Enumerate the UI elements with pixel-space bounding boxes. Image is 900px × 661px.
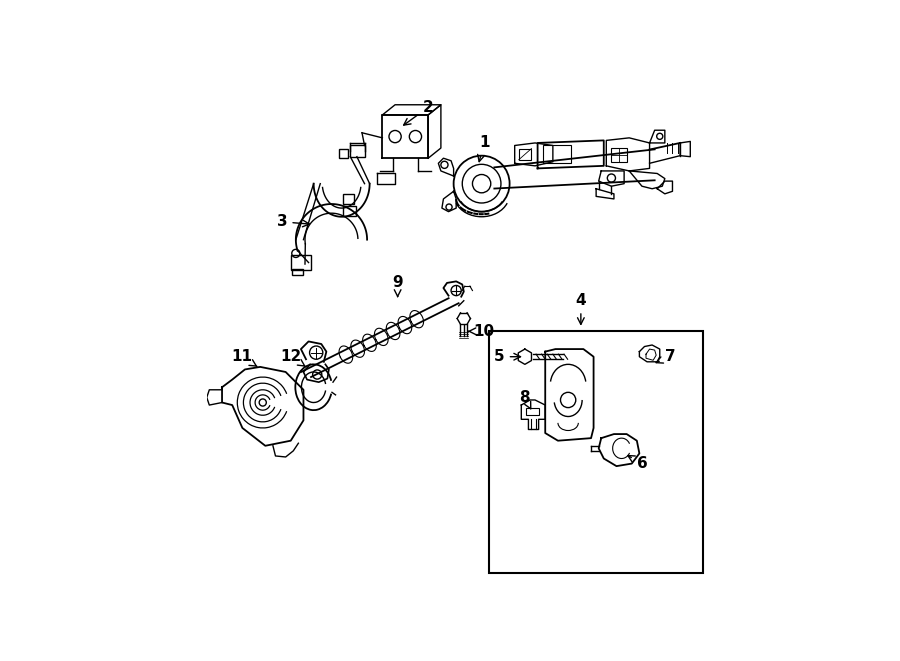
Text: 6: 6 bbox=[628, 455, 647, 471]
Text: 7: 7 bbox=[656, 349, 675, 364]
Text: 2: 2 bbox=[404, 100, 434, 125]
Bar bbox=[339, 149, 348, 158]
Bar bbox=[526, 408, 539, 415]
Text: 1: 1 bbox=[478, 136, 490, 162]
Bar bbox=[291, 255, 311, 270]
Text: 5: 5 bbox=[494, 349, 520, 364]
Bar bbox=[611, 148, 626, 163]
Bar bbox=[343, 206, 356, 215]
Bar bbox=[490, 331, 703, 573]
Bar bbox=[518, 149, 532, 160]
Bar bbox=[543, 145, 571, 163]
Text: 10: 10 bbox=[468, 324, 495, 338]
Text: 12: 12 bbox=[280, 349, 305, 366]
Text: 11: 11 bbox=[231, 349, 257, 367]
Text: 4: 4 bbox=[575, 293, 586, 325]
Text: 3: 3 bbox=[277, 214, 310, 229]
Text: 9: 9 bbox=[392, 276, 403, 297]
Bar bbox=[292, 269, 303, 275]
Bar bbox=[350, 145, 365, 157]
Bar bbox=[343, 194, 355, 204]
Text: 8: 8 bbox=[519, 390, 531, 408]
